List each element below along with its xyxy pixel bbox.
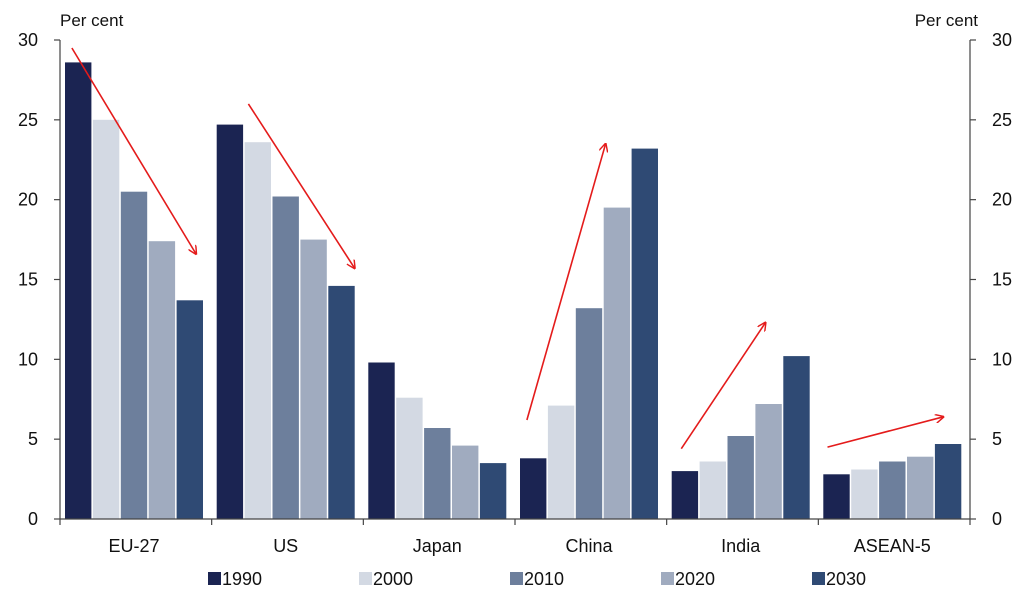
left-tick-label: 30 (18, 30, 38, 50)
bar-us-2020 (300, 239, 327, 519)
bar-us-2010 (272, 196, 299, 519)
legend-label-2010: 2010 (524, 569, 564, 589)
bar-japan-2020 (452, 445, 479, 519)
bar-eu-27-1990 (65, 62, 92, 520)
bars-group (65, 62, 962, 520)
trend-arrow-asean-5 (827, 417, 944, 448)
legend-label-2000: 2000 (373, 569, 413, 589)
right-tick-label: 15 (992, 270, 1012, 290)
bar-asean-5-2020 (907, 456, 934, 519)
annotations-group (71, 47, 944, 450)
right-axis-unit-label: Per cent (915, 11, 979, 30)
right-tick-label: 10 (992, 349, 1012, 369)
bar-eu-27-2000 (92, 119, 120, 520)
bar-china-2030 (631, 148, 658, 519)
right-tick-label: 25 (992, 110, 1012, 130)
left-tick-label: 20 (18, 190, 38, 210)
left-tick-label: 5 (28, 429, 38, 449)
bar-japan-2030 (479, 463, 507, 519)
bar-india-2000 (699, 461, 726, 519)
bar-japan-2000 (396, 397, 423, 519)
bar-eu-27-2010 (120, 191, 148, 519)
legend-label-2020: 2020 (675, 569, 715, 589)
category-label-us: US (273, 536, 298, 556)
category-label-eu-27: EU-27 (108, 536, 159, 556)
category-label-india: India (721, 536, 761, 556)
bar-china-2000 (547, 405, 575, 519)
left-tick-label: 15 (18, 270, 38, 290)
legend-swatch-2020 (661, 572, 674, 585)
left-axis-unit-label: Per cent (60, 11, 124, 30)
bar-india-2010 (727, 436, 754, 519)
legend: 1990 2000 2010 2020 2030 (208, 569, 866, 589)
bar-eu-27-2020 (148, 241, 176, 519)
bar-us-2030 (328, 285, 355, 519)
right-tick-label: 30 (992, 30, 1012, 50)
bar-japan-2010 (424, 428, 451, 519)
right-tick-label: 20 (992, 190, 1012, 210)
axes-group: 0 0 5 5 10 10 15 15 20 20 25 25 30 30 EU-27 US Japan Chin… (18, 30, 1012, 556)
category-label-japan: Japan (413, 536, 462, 556)
bar-asean-5-1990 (823, 474, 850, 519)
bar-china-2020 (603, 207, 631, 519)
trend-arrow-india (680, 323, 765, 450)
legend-label-1990: 1990 (222, 569, 262, 589)
bar-eu-27-2030 (176, 300, 203, 519)
legend-swatch-2010 (510, 572, 523, 585)
bar-india-1990 (671, 471, 699, 519)
bar-japan-1990 (368, 362, 395, 519)
trend-arrow-eu-27 (71, 47, 196, 254)
left-tick-label: 25 (18, 110, 38, 130)
left-tick-label: 0 (28, 509, 38, 529)
bar-china-2010 (575, 308, 603, 519)
trend-arrow-us (247, 103, 354, 268)
bar-asean-5-2030 (934, 444, 962, 519)
legend-swatch-2030 (812, 572, 825, 585)
bar-us-2000 (244, 142, 271, 519)
bar-india-2020 (755, 404, 782, 519)
trend-arrow-china (526, 144, 606, 421)
bar-asean-5-2000 (851, 469, 878, 519)
legend-swatch-2000 (359, 572, 372, 585)
legend-swatch-1990 (208, 572, 221, 585)
bar-us-1990 (216, 124, 244, 519)
left-tick-label: 10 (18, 349, 38, 369)
right-tick-label: 0 (992, 509, 1002, 529)
bar-asean-5-2010 (879, 461, 906, 519)
bar-china-1990 (520, 458, 547, 519)
bar-india-2030 (783, 356, 810, 519)
category-label-china: China (565, 536, 613, 556)
legend-label-2030: 2030 (826, 569, 866, 589)
right-tick-label: 5 (992, 429, 1002, 449)
category-label-asean-5: ASEAN-5 (854, 536, 931, 556)
